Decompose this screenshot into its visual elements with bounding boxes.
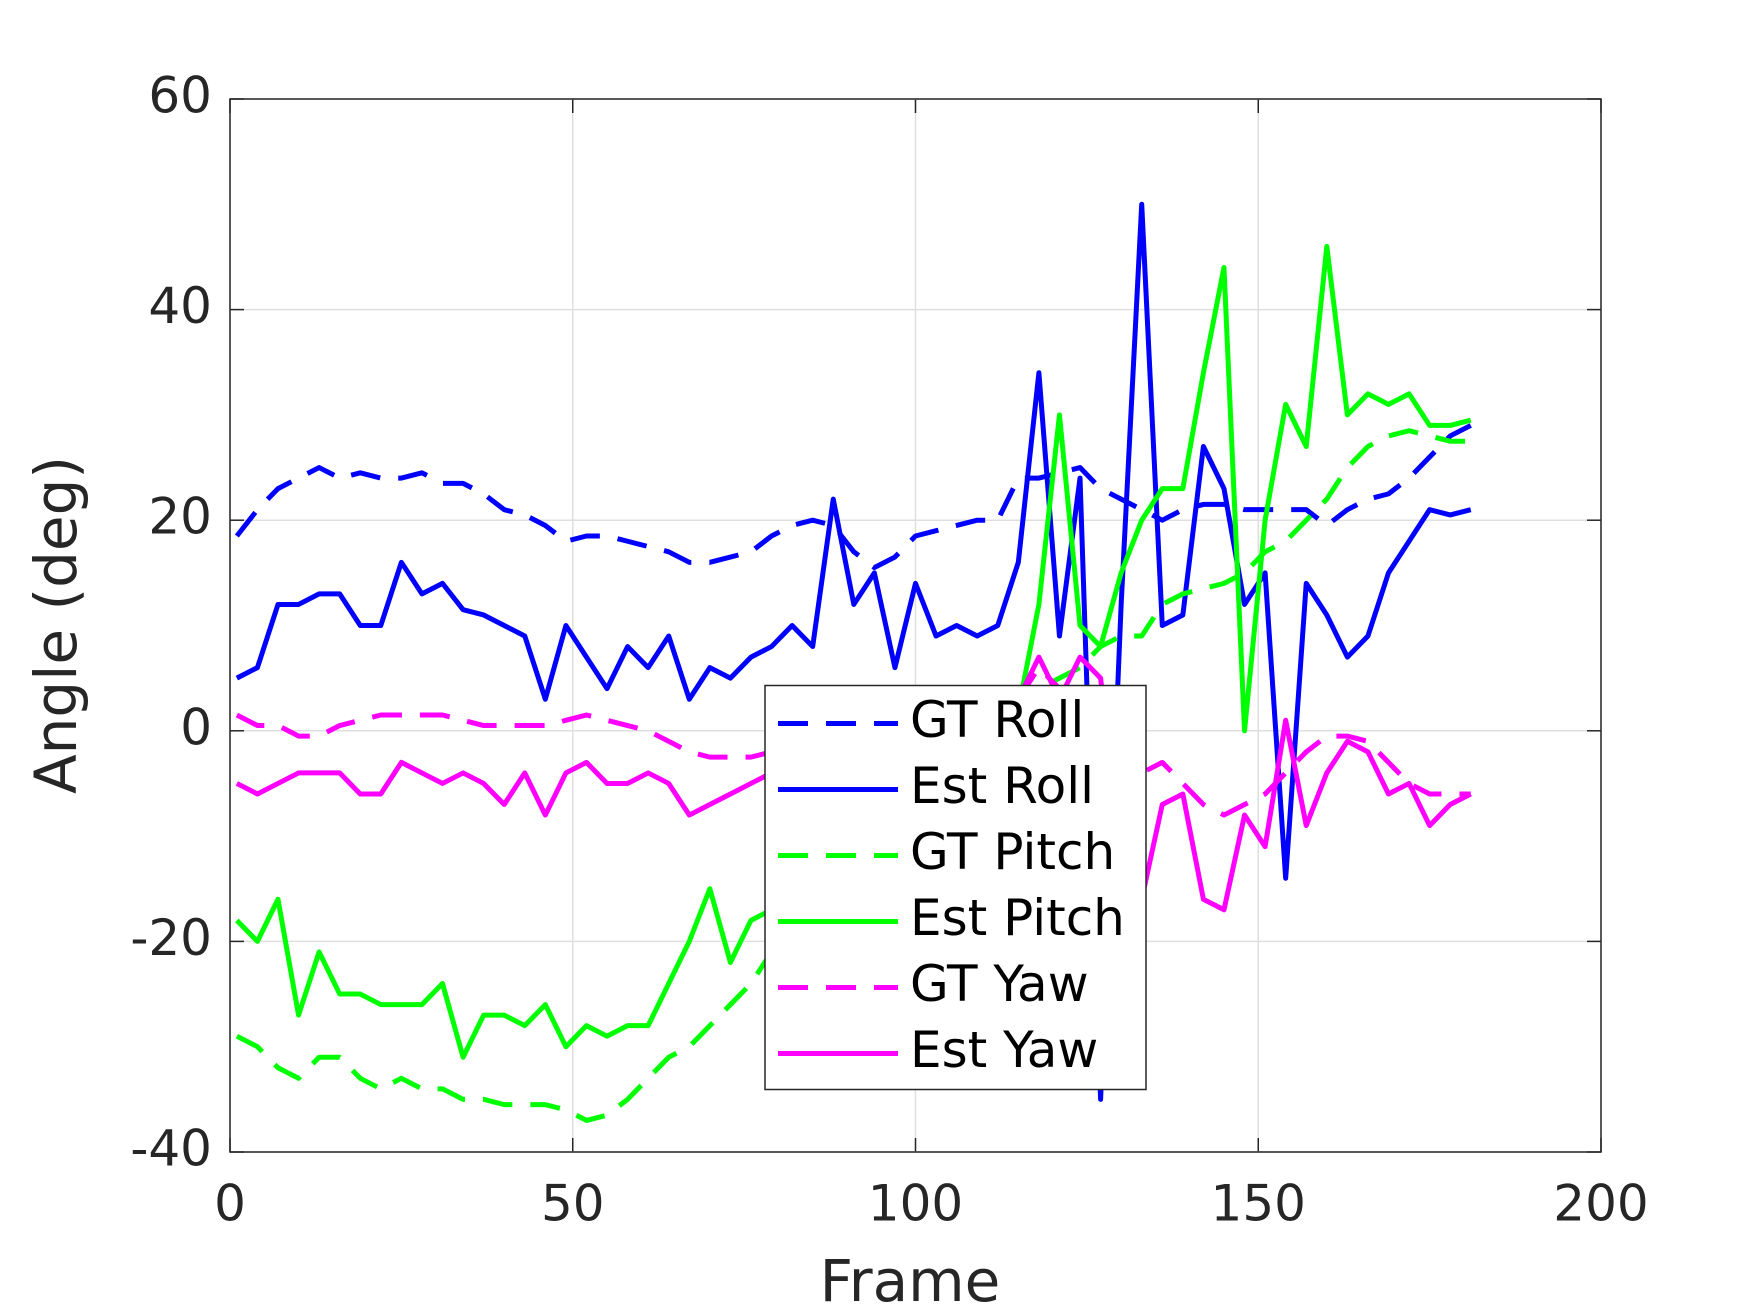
x-tick-label: 200: [1553, 1175, 1648, 1233]
x-tick-label: 50: [541, 1175, 605, 1233]
series-line: [235, 428, 1471, 1123]
y-tick-label: 20: [148, 488, 212, 546]
legend-label: Est Yaw: [910, 1021, 1098, 1079]
series-line: [234, 423, 1472, 571]
legend-label: GT Yaw: [910, 955, 1089, 1013]
legend-box: [764, 684, 1147, 1091]
x-tick-label: 0: [214, 1175, 246, 1233]
legend-label: Est Roll: [910, 757, 1094, 815]
y-tick-label: -20: [130, 909, 212, 967]
y-tick-label: 60: [148, 67, 212, 125]
y-tick-label: 40: [148, 277, 212, 335]
x-tick-label: 100: [868, 1175, 963, 1233]
legend-label: GT Roll: [910, 691, 1084, 749]
x-tick-label: 150: [1211, 1175, 1306, 1233]
plot-frame: [229, 98, 1602, 1153]
series-line: [235, 201, 1472, 1102]
legend-label: Est Pitch: [910, 889, 1125, 947]
x-axis-label: Frame: [820, 1247, 1001, 1313]
y-tick-label: -40: [130, 1120, 212, 1178]
legend-label: GT Pitch: [910, 823, 1115, 881]
legend: GT Roll Est Roll GT Pitch Est Pitch GT Yaw Es…: [764, 684, 1147, 1091]
y-tick-label: 0: [180, 698, 212, 756]
y-axis-label: Angle (deg): [22, 456, 90, 794]
